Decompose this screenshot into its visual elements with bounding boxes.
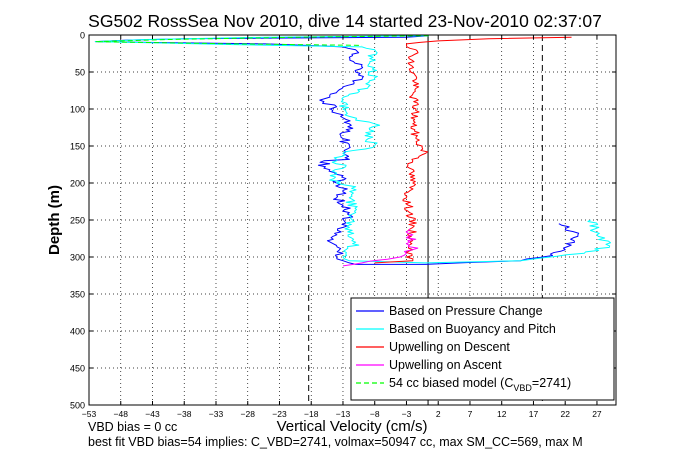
y-tick-label: 350 [70, 290, 85, 300]
y-tick-label: 200 [70, 179, 85, 189]
series-line-1 [94, 35, 612, 264]
legend-label-model-sub: VBD [513, 383, 532, 393]
y-tick-label: 300 [70, 253, 85, 263]
x-tick-label: −43 [145, 409, 160, 419]
x-tick-label: −48 [114, 409, 129, 419]
x-tick-label: −3 [402, 409, 412, 419]
x-tick-label: −28 [241, 409, 256, 419]
x-tick-label: −13 [336, 409, 351, 419]
y-axis-label: Depth (m) [46, 185, 63, 255]
legend-label-pressure: Based on Pressure Change [389, 304, 543, 318]
x-tick-label: −38 [177, 409, 192, 419]
x-tick-label: −53 [82, 409, 97, 419]
y-tick-label: 50 [75, 68, 85, 78]
legend-label-model-main: 54 cc biased model (C [389, 376, 513, 390]
y-tick-label: 400 [70, 327, 85, 337]
y-tick-label: 250 [70, 216, 85, 226]
y-tick-label: 150 [70, 142, 85, 152]
series-layer [94, 35, 612, 267]
series-line-0 [94, 35, 580, 265]
x-tick-label: −23 [272, 409, 287, 419]
x-tick-label: −8 [370, 409, 380, 419]
x-tick-label: 2 [436, 409, 441, 419]
annotation-best-fit: best fit VBD bias=54 implies: C_VBD=2741… [88, 435, 583, 449]
legend-label-descent: Upwelling on Descent [389, 340, 510, 354]
series-line-4 [94, 35, 429, 46]
x-tick-label: −33 [209, 409, 224, 419]
legend-box [350, 297, 615, 401]
x-axis-label: Vertical Velocity (cm/s) [277, 418, 428, 435]
x-tick-label: −18 [304, 409, 319, 419]
annotation-vbd-bias: VBD bias = 0 cc [88, 420, 177, 434]
y-tick-label: 0 [80, 31, 85, 41]
x-tick-label: 27 [592, 409, 602, 419]
series-line-3 [342, 228, 419, 267]
tick-layer: −53 −48 −43 −38 −33 −28 −23 −18 −13 −8 −3 2 7 12 17 22 2… [70, 31, 616, 419]
legend-label-model-end: =2741) [532, 376, 571, 390]
legend-label-ascent: Upwelling on Ascent [389, 358, 502, 372]
x-tick-label: 22 [560, 409, 570, 419]
legend-label-buoyancy: Based on Buoyancy and Pitch [389, 322, 556, 336]
y-tick-label: 100 [70, 105, 85, 115]
series-line-2 [374, 36, 572, 264]
legend: Based on Pressure Change Based on Buoyan… [350, 297, 615, 401]
x-tick-label: 17 [529, 409, 539, 419]
y-tick-label: 450 [70, 364, 85, 374]
y-tick-label: 500 [70, 401, 85, 411]
x-tick-label: 12 [497, 409, 507, 419]
legend-label-model: 54 cc biased model (CVBD=2741) [389, 376, 571, 393]
x-tick-label: 7 [468, 409, 473, 419]
chart-title: SG502 RossSea Nov 2010, dive 14 started … [88, 11, 602, 31]
